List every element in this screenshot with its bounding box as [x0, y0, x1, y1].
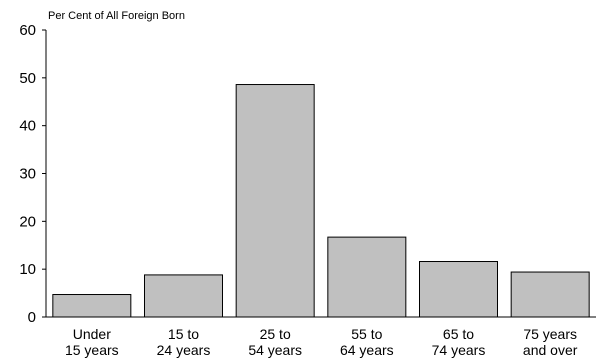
- x-tick-label: 15 years: [65, 342, 119, 358]
- bar: [52, 294, 132, 318]
- y-tick-label: 40: [19, 118, 36, 135]
- y-tick-label: 10: [19, 261, 36, 278]
- bar: [327, 236, 407, 318]
- y-tick-label: 20: [19, 213, 36, 230]
- x-tick-label: 75 years: [523, 326, 577, 342]
- y-tick-label: 0: [28, 309, 36, 326]
- y-tick-label: 60: [19, 22, 36, 39]
- x-tick-label: 15 to: [168, 326, 199, 342]
- x-tick-label: 74 years: [432, 342, 486, 358]
- x-tick-label: 65 to: [443, 326, 474, 342]
- y-tick-label: 30: [19, 166, 36, 183]
- bar: [144, 274, 223, 318]
- bar: [510, 271, 590, 318]
- y-axis-title: Per Cent of All Foreign Born: [48, 10, 185, 22]
- bar: [419, 261, 498, 318]
- x-tick-label: Under: [73, 326, 111, 342]
- x-tick-label: 55 to: [351, 326, 382, 342]
- x-tick-label: and over: [523, 342, 578, 358]
- bar: [235, 84, 315, 318]
- y-axis-ticks: 0 10 20 30 40 50 60: [19, 22, 46, 326]
- x-tick-label: 25 to: [260, 326, 291, 342]
- x-tick-label: 54 years: [248, 342, 302, 358]
- y-tick-label: 50: [19, 70, 36, 87]
- x-tick-label: 24 years: [157, 342, 211, 358]
- x-tick-label: 64 years: [340, 342, 394, 358]
- bars-group: [52, 84, 590, 318]
